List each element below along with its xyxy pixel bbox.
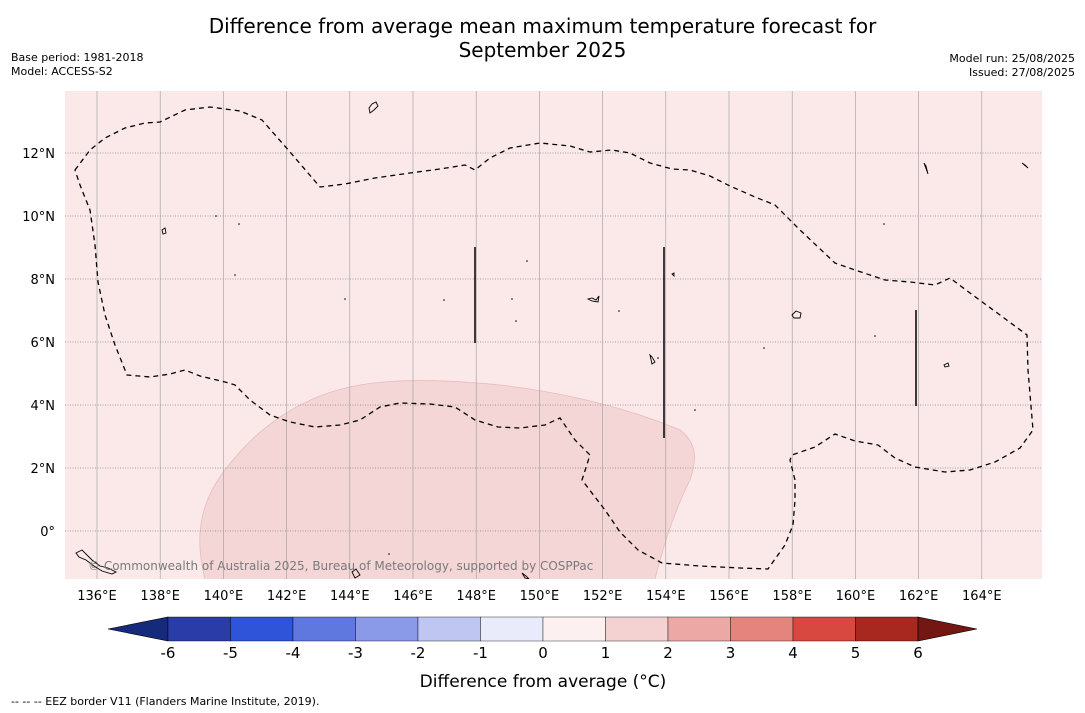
- colorbar-title: Difference from average (°C): [420, 672, 667, 692]
- latitude-tick-label: 6°N: [31, 336, 56, 351]
- latitude-tick-label: 10°N: [22, 210, 55, 225]
- longitude-tick-label: 162°E: [899, 589, 939, 604]
- graticule: [65, 91, 1042, 579]
- colorbar-bin: [542, 616, 606, 642]
- colorbar-tick-label: 6: [913, 644, 923, 662]
- colorbar-bin: [605, 616, 669, 642]
- latitude-tick-label: 8°N: [31, 273, 56, 288]
- meta-right: Model run: 25/08/2025 Issued: 27/08/2025: [949, 52, 1075, 80]
- colorbar-bin: [667, 616, 731, 642]
- colorbar-tick-label: 4: [788, 644, 798, 662]
- colorbar-bin: [730, 616, 794, 642]
- longitude-tick-labels: 136°E 138°E 140°E 142°E 144°E 146°E 148°E 150°E…: [77, 589, 1001, 604]
- anomaly-patch-outline: [199, 380, 695, 579]
- islands: [75, 101, 1029, 579]
- model-name: Model: ACCESS-S2: [11, 65, 113, 78]
- colorbar-bin: [855, 616, 919, 642]
- colorbar-bin: [792, 616, 856, 642]
- longitude-tick-label: 164°E: [962, 589, 1002, 604]
- colorbar-tick-label: -4: [286, 644, 301, 662]
- base-period: Base period: 1981-2018: [11, 51, 144, 64]
- colorbar-tick-label: 2: [663, 644, 673, 662]
- map-title: Difference from average mean maximum tem…: [0, 14, 1085, 62]
- anomaly-patch: [199, 380, 695, 579]
- model-run: Model run: 25/08/2025: [949, 52, 1075, 65]
- map-panel: © Commonwealth of Australia 2025, Bureau…: [22, 91, 1042, 604]
- copyright-notice: © Commonwealth of Australia 2025, Bureau…: [88, 559, 593, 573]
- map-title-line1: Difference from average mean maximum tem…: [208, 14, 877, 38]
- eez-legend-footnote: -- -- -- EEZ border V11 (Flanders Marine…: [11, 695, 320, 708]
- latitude-tick-label: 0°: [40, 525, 55, 540]
- colorbar-tick-label: -5: [223, 644, 238, 662]
- issued-date: Issued: 27/08/2025: [968, 66, 1075, 79]
- latitude-tick-label: 4°N: [31, 399, 56, 414]
- longitude-tick-label: 144°E: [330, 589, 370, 604]
- longitude-tick-label: 152°E: [583, 589, 623, 604]
- longitude-tick-label: 154°E: [646, 589, 686, 604]
- colorbar-bin: [292, 616, 356, 642]
- meta-left: Base period: 1981-2018 Model: ACCESS-S2: [11, 51, 143, 79]
- longitude-tick-label: 158°E: [772, 589, 812, 604]
- colorbar-tick-label: -3: [348, 644, 363, 662]
- colorbar-tick-label: 0: [538, 644, 548, 662]
- colorbar-bin: [480, 616, 544, 642]
- colorbar-tick-label: -2: [411, 644, 426, 662]
- longitude-tick-label: 156°E: [709, 589, 749, 604]
- longitude-tick-label: 142°E: [267, 589, 307, 604]
- latitude-tick-label: 2°N: [31, 462, 56, 477]
- colorbar-tick-label: 1: [601, 644, 611, 662]
- eez-boundary-lines: [474, 247, 917, 438]
- colorbar-bin: [167, 616, 231, 642]
- latitude-tick-label: 12°N: [22, 147, 55, 162]
- colorbar-tick-label: 5: [851, 644, 861, 662]
- colorbar-tick-label: 3: [726, 644, 736, 662]
- longitude-tick-label: 160°E: [836, 589, 876, 604]
- colorbar-extend-low: [107, 616, 169, 642]
- colorbar-bin: [417, 616, 481, 642]
- colorbar-extend-high: [917, 616, 978, 642]
- longitude-tick-label: 146°E: [393, 589, 433, 604]
- colorbar-tick-label: -6: [161, 644, 176, 662]
- colorbar-bin: [355, 616, 419, 642]
- longitude-tick-label: 150°E: [520, 589, 560, 604]
- colorbar-tick-label: -1: [473, 644, 488, 662]
- island-dots: [215, 215, 885, 555]
- longitude-tick-label: 138°E: [140, 589, 180, 604]
- latitude-tick-labels: 12°N 10°N 8°N 6°N 4°N 2°N 0°: [22, 147, 55, 540]
- colorbar-bin: [230, 616, 294, 642]
- longitude-tick-label: 136°E: [77, 589, 117, 604]
- longitude-tick-label: 148°E: [456, 589, 496, 604]
- longitude-tick-label: 140°E: [204, 589, 244, 604]
- colorbar: [107, 616, 978, 642]
- map-title-line2: September 2025: [458, 38, 627, 62]
- colorbar-tick-labels: -6 -5 -4 -3 -2 -1 0 1 2 3 4 5 6: [161, 644, 923, 662]
